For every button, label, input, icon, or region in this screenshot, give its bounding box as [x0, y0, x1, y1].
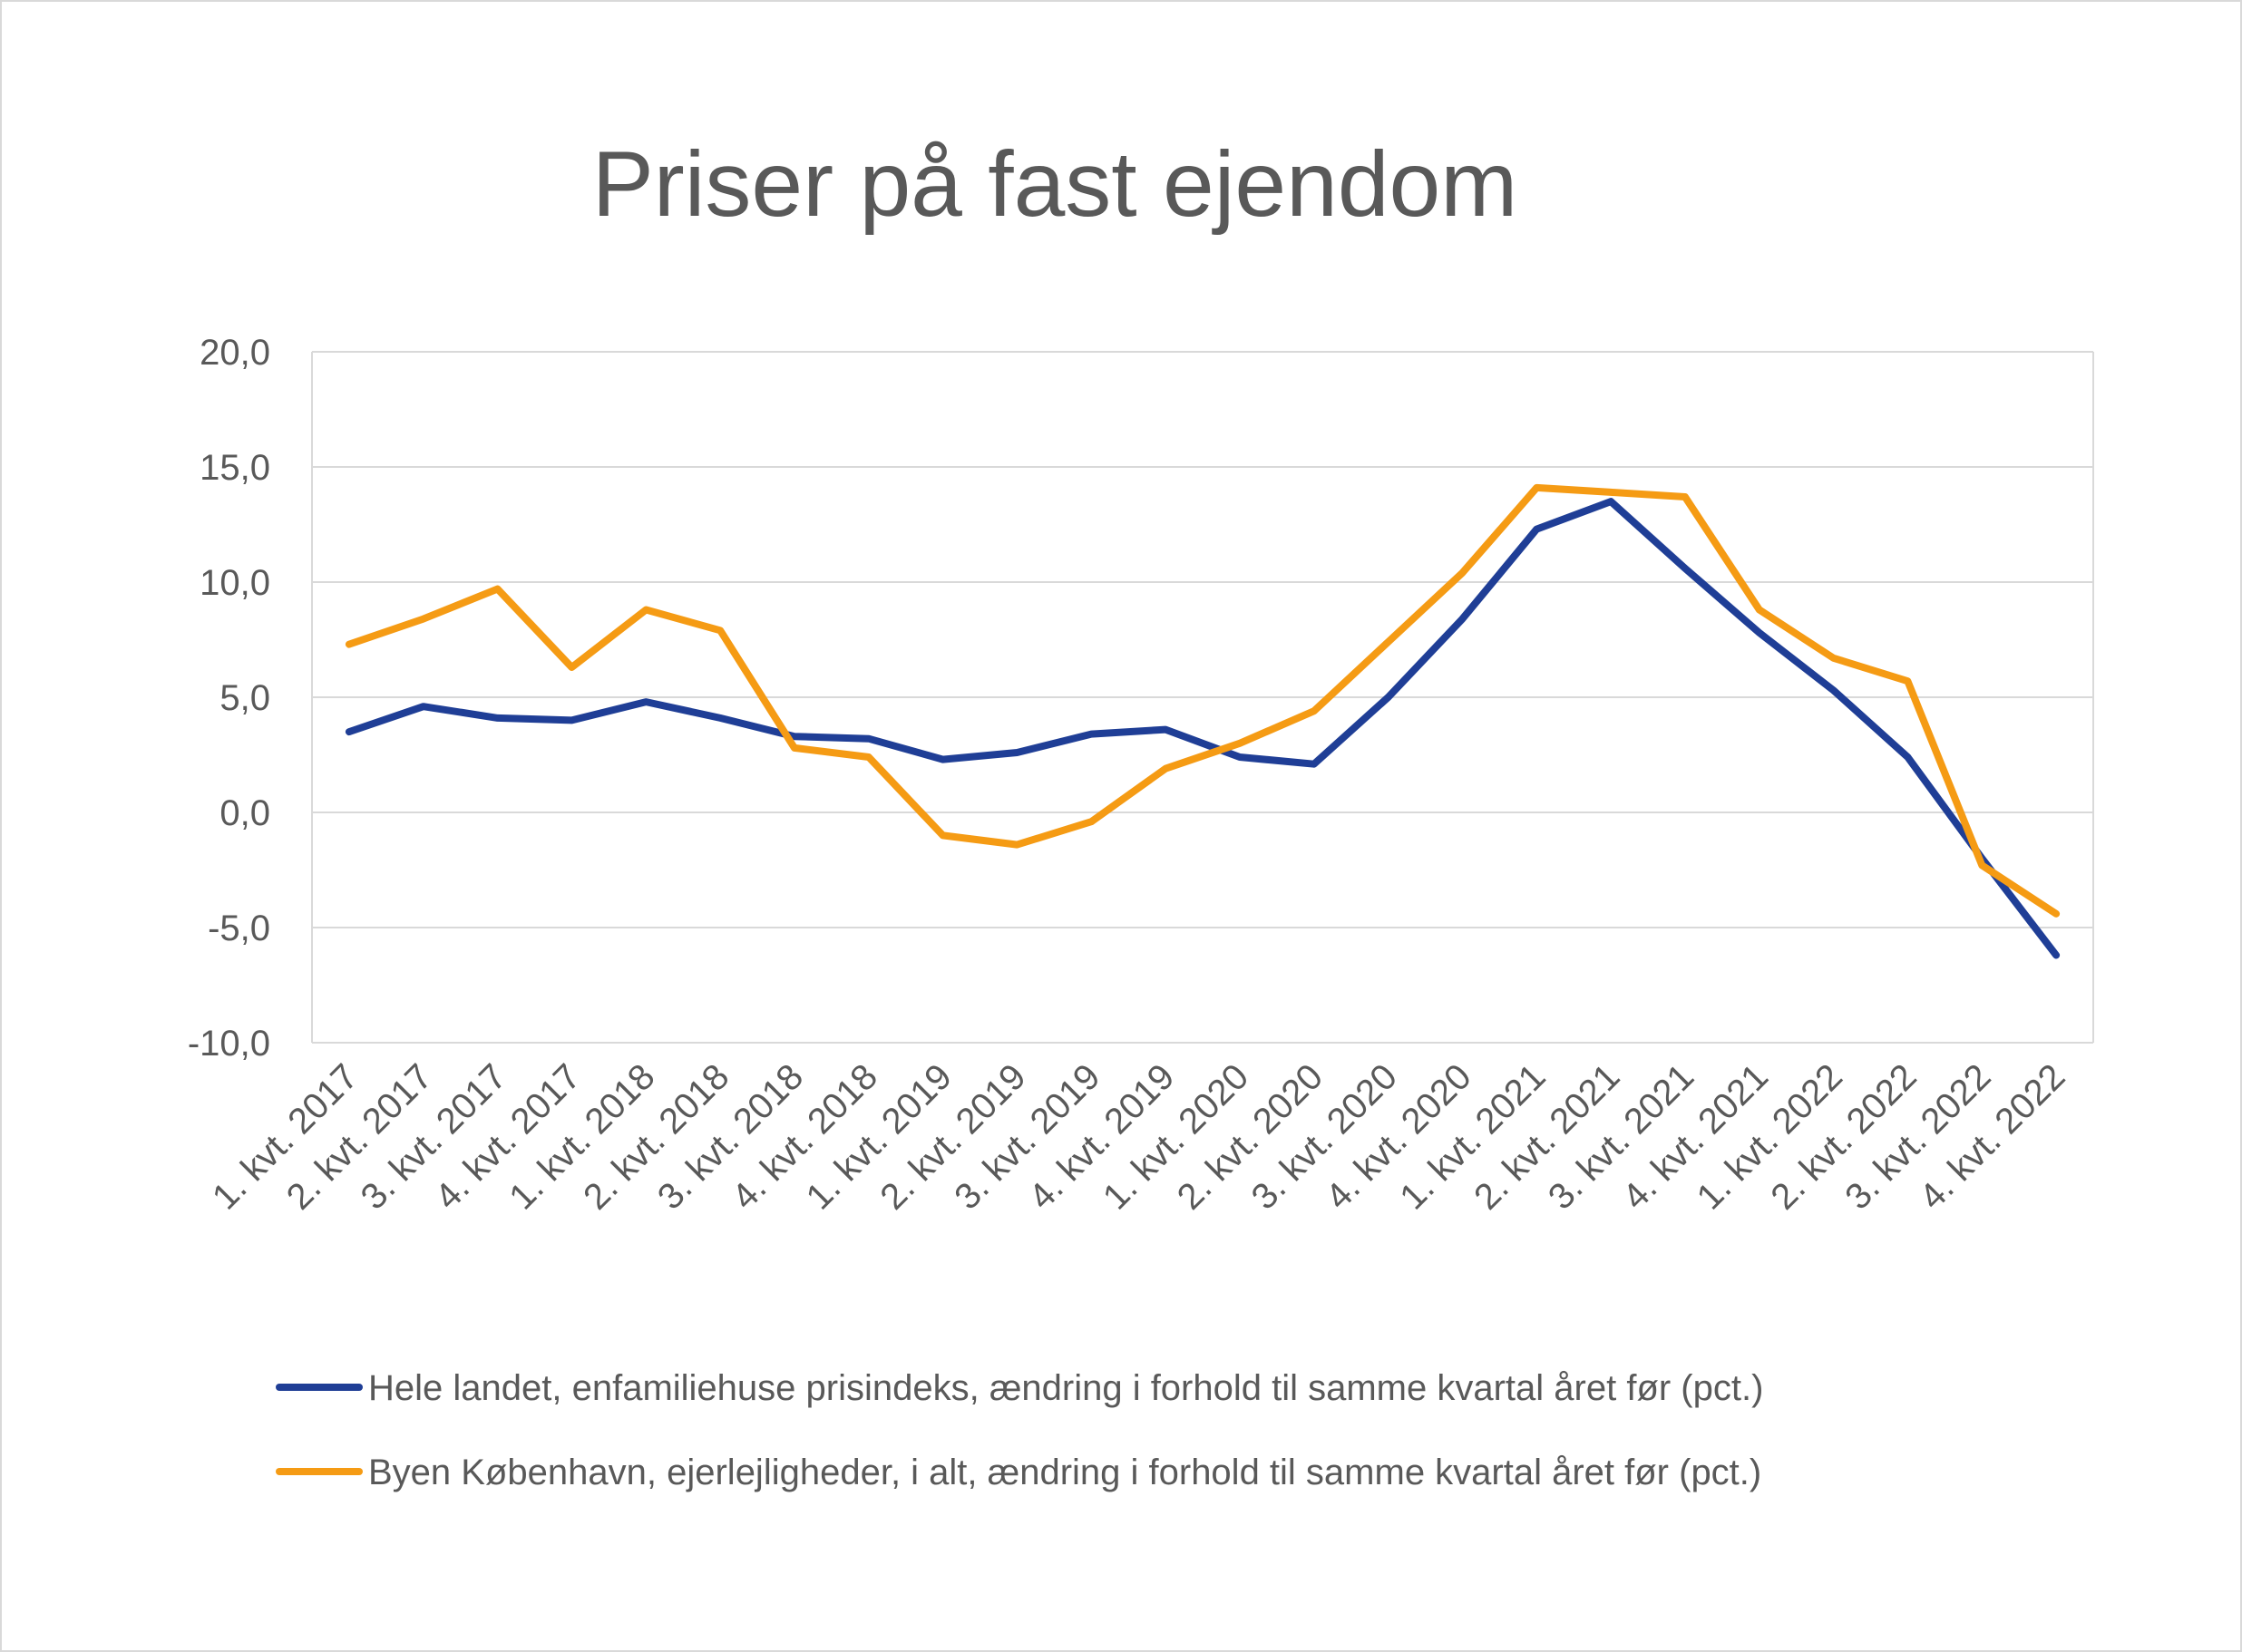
legend-label: Hele landet, enfamiliehuse prisindeks, æ… — [368, 1368, 1763, 1408]
series-line-2 — [345, 483, 2061, 918]
gridlines — [311, 351, 2094, 1044]
chart-title: Priser på fast ejendom — [592, 132, 1518, 236]
y-tick-label: 15,0 — [200, 448, 270, 488]
y-axis-ticks: 20,0 15,0 10,0 5,0 0,0 -5,0 -10,0 — [188, 333, 270, 1064]
y-tick-label: -10,0 — [188, 1024, 270, 1064]
y-tick-label: 10,0 — [200, 563, 270, 603]
y-tick-label: 20,0 — [200, 333, 270, 373]
y-tick-label: -5,0 — [208, 909, 270, 948]
legend: Hele landet, enfamiliehuse prisindeks, æ… — [276, 1368, 1763, 1492]
y-tick-label: 0,0 — [219, 793, 270, 833]
series-line-1 — [345, 498, 2061, 959]
legend-label: Byen København, ejerlejligheder, i alt, … — [368, 1453, 1761, 1492]
series-lines — [345, 483, 2061, 959]
y-tick-label: 5,0 — [219, 678, 270, 718]
